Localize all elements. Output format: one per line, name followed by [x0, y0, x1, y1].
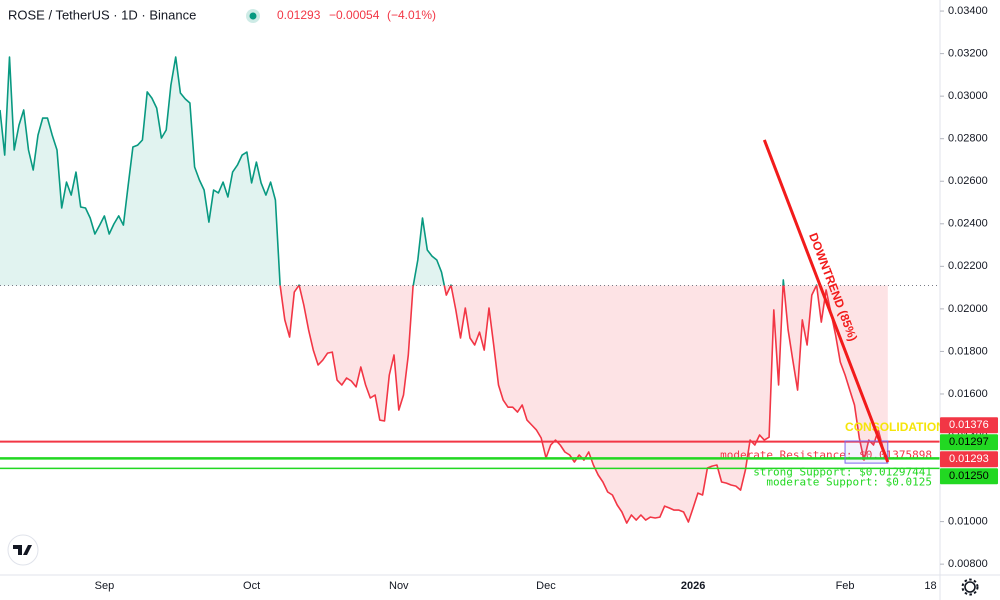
- y-tick-label: 0.03200: [948, 48, 988, 60]
- settings-icon[interactable]: [961, 578, 979, 596]
- consolidation-box: [844, 440, 889, 464]
- symbol: ROSE / TetherUS · 1D · Binance: [8, 7, 196, 22]
- consolidation-label: CONSOLIDATION: [845, 420, 945, 434]
- area-up: [0, 57, 888, 286]
- price-line: [0, 56, 889, 524]
- price-change: −0.00054: [329, 8, 380, 22]
- y-tick-label: 0.02400: [948, 218, 988, 230]
- axes: 0.03400 0.03200 0.03000 0.02800 0.02600 0.024…: [95, 5, 998, 592]
- trendline: [762, 139, 890, 463]
- logo: [7, 534, 39, 566]
- price-tag: [940, 451, 998, 468]
- price-tag-label: 0.01376: [949, 419, 989, 431]
- y-tick-label: 0.01000: [948, 516, 988, 528]
- x-tick-label: Feb: [836, 580, 855, 592]
- x-tick-label: Nov: [389, 580, 409, 592]
- x-tick-label: Oct: [243, 580, 260, 592]
- area-down: [280, 285, 888, 524]
- level-label: moderate Resistance: $0.01375898: [720, 449, 932, 462]
- y-tick-label: 0.01800: [948, 345, 988, 357]
- x-tick-label: 18: [924, 580, 936, 592]
- y-tick-label: 0.00800: [948, 558, 988, 570]
- price-change-pct: (−4.01%): [387, 8, 436, 22]
- status-dot: [249, 12, 257, 20]
- y-tick-label: 0.01600: [948, 388, 988, 400]
- level-label: moderate Support: $0.0125: [766, 475, 932, 488]
- last-price: 0.01293: [277, 8, 321, 22]
- price-tag-label: 0.01297: [949, 436, 989, 448]
- price-tag-label: 0.01250: [949, 470, 989, 482]
- y-tick-label: 0.02200: [948, 260, 988, 272]
- y-tick-label: 0.03000: [948, 90, 988, 102]
- x-tick-label: Sep: [95, 580, 115, 592]
- y-tick-label: 0.03400: [948, 5, 988, 17]
- price-tag: [940, 417, 998, 434]
- price-tag: [940, 434, 998, 451]
- x-tick-label: Dec: [536, 580, 556, 592]
- price-tag: [940, 468, 998, 485]
- y-tick-label: 0.02000: [948, 303, 988, 315]
- y-tick-label: 0.02800: [948, 133, 988, 145]
- x-tick-label: 2026: [681, 580, 705, 592]
- price-tag-label: 0.01293: [949, 453, 989, 465]
- y-tick-label: 0.02600: [948, 175, 988, 187]
